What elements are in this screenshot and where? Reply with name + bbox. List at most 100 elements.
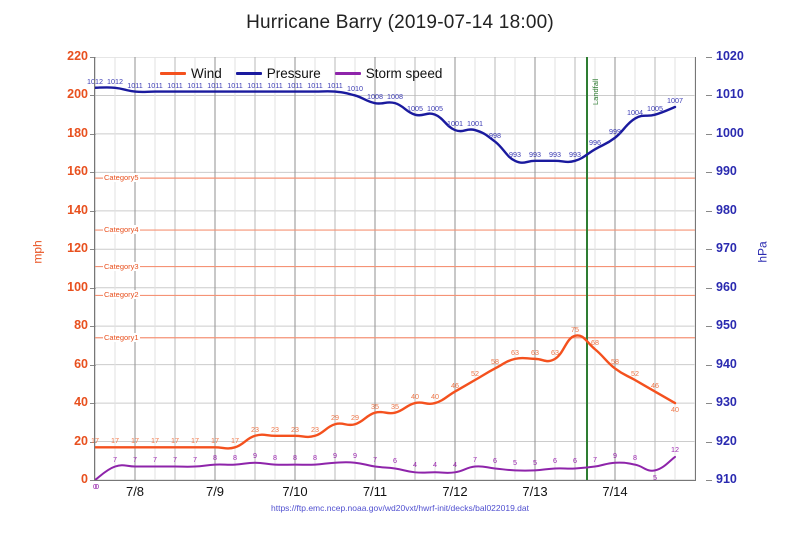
x-tick: 7/14: [602, 484, 628, 499]
y-tick-mark-left: [90, 210, 96, 212]
point-label: 75: [571, 324, 579, 334]
point-label: 6: [573, 456, 577, 466]
point-label: 993: [509, 149, 521, 159]
point-label: 1008: [387, 92, 403, 102]
landfall-annotation-label: Landfall: [591, 78, 600, 105]
point-label: 40: [431, 392, 439, 402]
point-label: 1011: [227, 80, 243, 90]
point-label: 1010: [347, 84, 363, 94]
y-tick-mark-left: [90, 172, 96, 174]
point-label: 17: [131, 436, 139, 446]
y-tick-left: 140: [67, 202, 88, 217]
x-tick: 7/8: [125, 484, 145, 499]
y-tick-mark-left: [90, 480, 96, 481]
point-label: 7: [173, 454, 177, 464]
point-label: 29: [331, 413, 339, 423]
legend-item-storm-speed[interactable]: Storm speed: [334, 66, 443, 81]
y-tick-left: 160: [67, 164, 88, 179]
point-label: 52: [471, 369, 479, 379]
point-label: 8: [233, 452, 237, 462]
point-label: 23: [311, 424, 319, 434]
point-label: 1011: [327, 80, 343, 90]
point-label: 17: [171, 436, 179, 446]
point-label: 1004: [627, 107, 643, 117]
category-threshold-label: Category4: [103, 225, 140, 235]
point-label: 63: [511, 347, 519, 357]
y-tick-mark-left: [90, 403, 96, 405]
point-label: 9: [253, 450, 257, 460]
point-label: 40: [671, 405, 679, 415]
point-label: 7: [373, 454, 377, 464]
point-label: 1007: [667, 95, 683, 105]
x-tick: 7/11: [362, 484, 388, 499]
legend-swatch-icon: [334, 72, 361, 75]
legend-item-pressure[interactable]: Pressure: [235, 66, 321, 81]
legend-label: Storm speed: [365, 66, 443, 81]
y-tick-mark-left: [90, 287, 96, 289]
point-label: 17: [231, 436, 239, 446]
point-label: 63: [551, 347, 559, 357]
point-label: 993: [569, 149, 581, 159]
category-threshold-label: Category5: [103, 173, 140, 183]
point-label: 7: [133, 454, 137, 464]
point-label: 5: [533, 458, 537, 468]
point-label: 5: [513, 458, 517, 468]
point-label: 9: [613, 450, 617, 460]
y-tick-mark-right: [706, 57, 712, 58]
point-label: 63: [531, 347, 539, 357]
point-label: 1005: [647, 103, 663, 113]
y-tick-right: 910: [716, 472, 737, 486]
y-tick-left: 100: [67, 279, 88, 294]
y-tick-mark-left: [90, 249, 96, 251]
y-tick-mark-left: [90, 133, 96, 135]
y-tick-right: 970: [716, 241, 737, 256]
point-label: 12: [671, 444, 679, 454]
y-axis-left-ticks: 0 20 40 60 80 100 120 140 160 180 200 220: [40, 49, 96, 486]
point-label: 7: [193, 454, 197, 464]
x-tick: 7/12: [442, 484, 468, 499]
point-label: 993: [529, 149, 541, 159]
point-label: 7: [113, 454, 117, 464]
x-tick: 7/9: [205, 484, 225, 499]
y-tick-right: 960: [716, 279, 737, 294]
point-label: 993: [549, 149, 561, 159]
y-tick-mark-left: [90, 57, 96, 58]
point-label: 1001: [447, 119, 463, 129]
y-tick-right: 930: [716, 395, 737, 410]
point-label: 8: [313, 452, 317, 462]
y-tick-mark-left: [90, 364, 96, 366]
point-label: 29: [351, 413, 359, 423]
y-tick-left: 60: [74, 356, 88, 371]
point-label: 1011: [147, 80, 163, 90]
chart-title: Hurricane Barry (2019-07-14 18:00): [246, 12, 554, 33]
point-label: 999: [609, 126, 621, 136]
y-tick-right: 920: [716, 433, 737, 448]
y-tick-mark-left: [90, 441, 96, 443]
y-axis-right-spine: [695, 57, 697, 480]
point-label: 1011: [167, 80, 183, 90]
point-label: 4: [453, 460, 457, 470]
point-label: 1011: [247, 80, 263, 90]
y-tick-mark-right: [706, 326, 712, 328]
y-tick-left: 40: [74, 395, 88, 410]
point-label: 17: [191, 436, 199, 446]
y-tick-right: 1020: [716, 49, 744, 63]
point-label: 8: [633, 452, 637, 462]
point-label: 4: [433, 460, 437, 470]
legend-swatch-icon: [160, 72, 186, 75]
point-label: 0: [93, 482, 97, 491]
y-tick-mark-right: [706, 480, 712, 481]
y-tick-right: 990: [716, 164, 737, 179]
point-label: 7: [153, 454, 157, 464]
y-tick-left: 20: [74, 433, 88, 448]
point-label: 17: [211, 436, 219, 446]
x-tick-origin: 0: [94, 482, 100, 491]
legend-label: Pressure: [266, 66, 321, 81]
y-tick-left: 220: [67, 49, 88, 63]
point-label: 35: [391, 401, 399, 411]
legend-item-wind[interactable]: Wind: [160, 66, 222, 81]
point-label: 4: [413, 460, 417, 470]
point-label: 5: [653, 473, 657, 483]
y-tick-left: 120: [67, 241, 88, 256]
y-tick-right: 1000: [716, 125, 744, 140]
